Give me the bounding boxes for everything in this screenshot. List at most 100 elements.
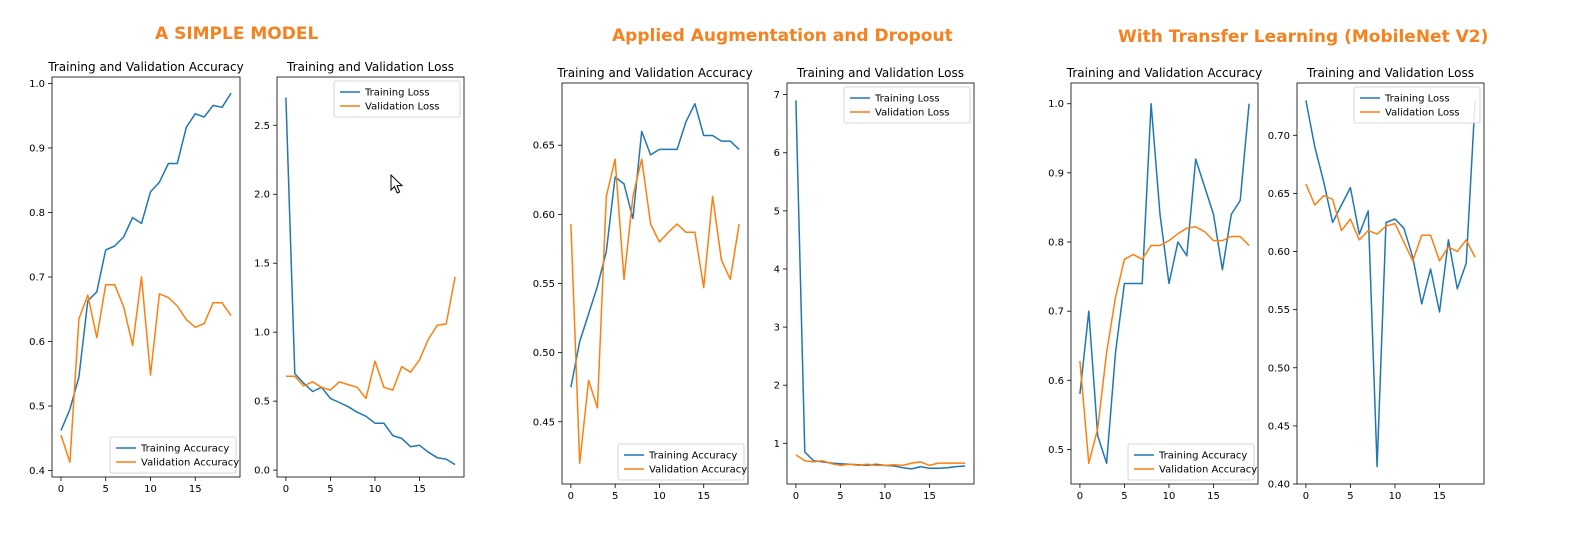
mouse-cursor-icon	[390, 174, 404, 194]
legend-entry: Validation Loss	[1385, 108, 1460, 119]
x-tick-label: 0	[58, 484, 64, 495]
y-tick-label: 4	[774, 264, 780, 275]
x-tick-label: 15	[923, 491, 936, 502]
y-tick-label: 1.0	[29, 79, 45, 90]
y-tick-label: 0.65	[533, 141, 555, 152]
y-tick-label: 0.45	[533, 417, 555, 428]
y-tick-label: 0.6	[29, 337, 45, 348]
legend-entry: Training Accuracy	[1158, 451, 1247, 462]
x-tick-label: 15	[1433, 491, 1446, 502]
y-tick-label: 0.8	[1048, 238, 1064, 249]
series-line-validation	[795, 454, 966, 467]
x-tick-label: 5	[103, 484, 109, 495]
y-tick-label: 0.65	[1268, 189, 1290, 200]
legend-entry: Validation Loss	[875, 108, 950, 119]
legend-box	[1127, 443, 1255, 481]
x-tick-label: 15	[413, 484, 426, 495]
x-tick-label: 10	[1389, 491, 1402, 502]
y-tick-label: 2	[774, 381, 780, 392]
legend-entry: Validation Accuracy	[141, 458, 239, 469]
legend-box	[333, 80, 461, 118]
chart-title: Training and Validation Loss	[1306, 66, 1474, 80]
y-tick-label: 0.6	[1048, 376, 1064, 387]
y-tick-label: 0.40	[1268, 480, 1290, 491]
x-tick-label: 10	[879, 491, 892, 502]
series-line-validation	[570, 158, 740, 465]
x-tick-label: 0	[793, 491, 799, 502]
y-tick-label: 0.60	[533, 210, 555, 221]
x-tick-label: 5	[612, 491, 618, 502]
group-title-transfer-learning: With Transfer Learning (MobileNet V2)	[1118, 27, 1489, 47]
chart-title: Training and Validation Accuracy	[1066, 66, 1262, 80]
y-tick-label: 0.8	[29, 208, 45, 219]
x-tick-label: 10	[144, 484, 157, 495]
plot-frame	[51, 76, 241, 478]
x-tick-label: 0	[283, 484, 289, 495]
y-tick-label: 0.55	[1268, 305, 1290, 316]
series-line-validation	[285, 276, 456, 400]
y-tick-label: 1.5	[254, 259, 270, 270]
y-tick-label: 1.0	[1048, 99, 1064, 110]
legend-box	[1353, 86, 1481, 124]
series-line-training	[60, 92, 232, 431]
legend-entry: Validation Accuracy	[1159, 465, 1257, 476]
chart-2: Training and Validation Accuracy 0 5 10 15 0.…	[533, 66, 753, 502]
y-tick-label: 0.4	[29, 466, 45, 477]
x-tick-label: 15	[697, 491, 710, 502]
x-tick-label: 5	[1347, 491, 1353, 502]
chart-1: Training and Validation Loss 0 5 10 15 0.0 0.5…	[254, 60, 465, 495]
x-tick-label: 5	[1121, 491, 1127, 502]
y-tick-label: 1.0	[254, 328, 270, 339]
y-tick-label: 0.0	[254, 466, 270, 477]
x-tick-label: 15	[189, 484, 202, 495]
legend-entry: Training Loss	[874, 94, 940, 105]
x-tick-label: 15	[1207, 491, 1220, 502]
y-tick-label: 0.7	[1048, 307, 1064, 318]
chart-0: Training and Validation Accuracy 0 5 10 15 0.…	[29, 60, 244, 495]
y-tick-label: 0.9	[29, 143, 45, 154]
legend: Training Loss Validation Loss	[333, 80, 461, 118]
series-line-training	[795, 100, 966, 470]
legend-box	[109, 436, 237, 474]
x-tick-label: 5	[327, 484, 333, 495]
y-tick-label: 0.9	[1048, 168, 1064, 179]
y-tick-label: 2.5	[254, 121, 270, 132]
y-tick-label: 0.5	[29, 402, 45, 413]
x-tick-label: 5	[837, 491, 843, 502]
chart-3: Training and Validation Loss 0 5 10 15 1 2 3 4 5 6…	[774, 66, 975, 502]
series-line-training	[570, 102, 740, 388]
x-tick-label: 0	[1077, 491, 1083, 502]
x-tick-label: 0	[1303, 491, 1309, 502]
y-tick-label: 2.0	[254, 190, 270, 201]
chart-title: Training and Validation Accuracy	[47, 60, 243, 74]
legend: Training Accuracy Validation Accuracy	[617, 443, 747, 481]
y-tick-label: 3	[774, 323, 780, 334]
series-line-training	[285, 97, 456, 466]
chart-title: Training and Validation Loss	[796, 66, 964, 80]
y-tick-label: 0.5	[254, 397, 270, 408]
legend: Training Loss Validation Loss	[843, 86, 971, 124]
y-tick-label: 1	[774, 439, 780, 450]
series-line-validation	[1079, 226, 1250, 465]
series-line-training	[1305, 100, 1476, 468]
legend-entry: Training Accuracy	[140, 444, 229, 455]
y-tick-label: 0.7	[29, 273, 45, 284]
plot-frame	[276, 76, 465, 478]
y-tick-label: 0.70	[1268, 131, 1290, 142]
chart-title: Training and Validation Accuracy	[556, 66, 752, 80]
y-tick-label: 7	[774, 90, 780, 101]
chart-title: Training and Validation Loss	[286, 60, 454, 74]
plot-frame	[786, 82, 975, 485]
y-tick-label: 0.60	[1268, 247, 1290, 258]
legend-entry: Training Loss	[1384, 94, 1450, 105]
y-tick-label: 0.50	[1268, 363, 1290, 374]
plot-frame	[1070, 82, 1259, 485]
x-tick-label: 10	[1163, 491, 1176, 502]
legend-box	[617, 443, 745, 481]
plot-frame	[561, 82, 749, 485]
chart-5: Training and Validation Loss 0 5 10 15 0.40 0.…	[1268, 66, 1485, 502]
legend: Training Accuracy Validation Accuracy	[1127, 443, 1257, 481]
chart-4: Training and Validation Accuracy 0 5 10 15 0.…	[1048, 66, 1262, 502]
